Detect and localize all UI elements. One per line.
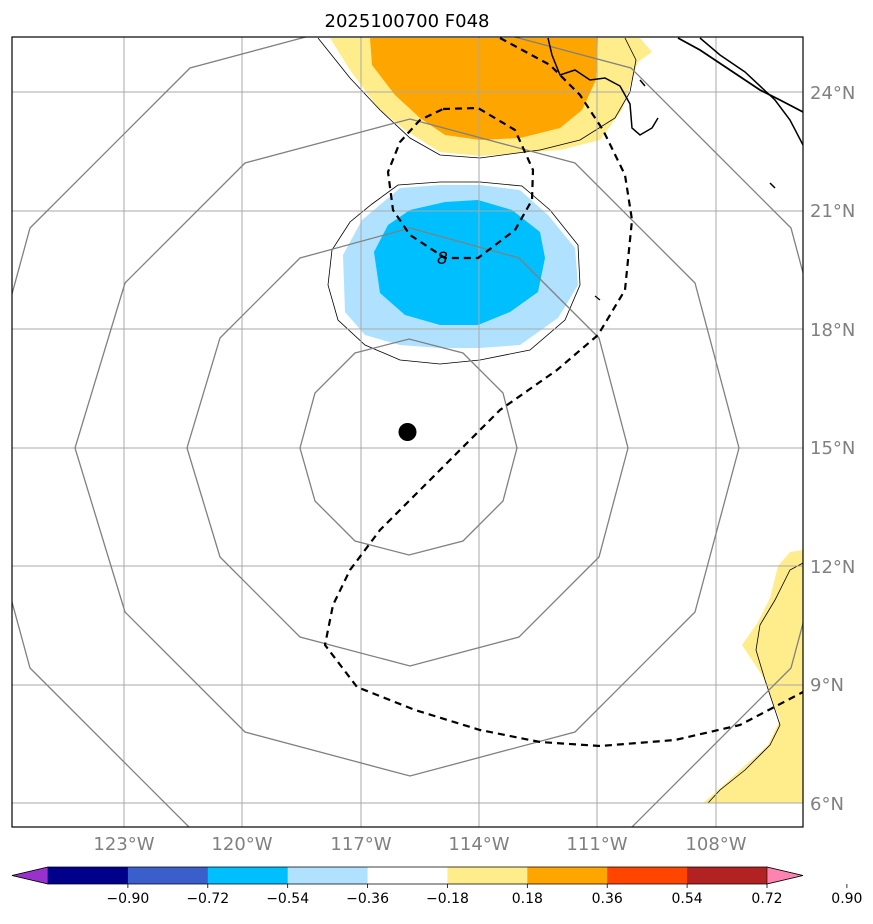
chart-title: 2025100700 F048 <box>325 11 490 32</box>
colorbar-tick-label: −0.72 <box>186 891 229 907</box>
coastline <box>547 37 803 301</box>
map-area: 8 <box>12 37 803 827</box>
colorbar-bin <box>207 867 289 884</box>
island-3 <box>594 295 601 301</box>
lat-tick-label: 9°N <box>810 675 844 696</box>
colorbar-bin <box>367 867 448 884</box>
lon-tick-label: 111°W <box>566 834 627 855</box>
colorbar-extend-low <box>11 866 49 885</box>
contour-label-8: 8 <box>437 249 448 269</box>
negative-anomaly <box>327 181 581 365</box>
lon-tick-label: 120°W <box>211 834 272 855</box>
range-ring-1 <box>299 338 518 556</box>
colorbar-tick-label: 0.54 <box>672 891 703 907</box>
lon-tick-labels: 123°W 120°W 117°W 114°W 111°W 108°W <box>93 834 746 855</box>
colorbar-tick-label: −0.54 <box>266 891 309 907</box>
colorbar-bin <box>687 867 768 884</box>
colorbar-tick-label: −0.36 <box>346 891 389 907</box>
colorbar-bin <box>607 867 688 884</box>
coastline-mainland <box>677 37 803 113</box>
lon-tick-label: 117°W <box>330 834 391 855</box>
lon-tick-label: 123°W <box>93 834 154 855</box>
island-2 <box>769 182 776 189</box>
colorbar: −0.90 −0.72 −0.54 −0.36 −0.18 0.18 0.36 0.54 0.7… <box>11 866 862 907</box>
colorbar-tick-label: 0.90 <box>831 891 862 907</box>
range-rings <box>12 37 803 827</box>
range-ring-2 <box>186 227 629 667</box>
map-frame <box>11 36 804 828</box>
lon-tick-label: 108°W <box>685 834 746 855</box>
dashed-contour-loop <box>386 106 535 260</box>
colorbar-bin <box>447 867 528 884</box>
anomaly-fill-neg-0-36 <box>374 200 545 325</box>
coastline-baja <box>547 37 659 136</box>
colorbar-bin <box>287 867 368 884</box>
anomaly-fill-0-36-north <box>370 38 598 140</box>
colorbar-bin <box>127 867 209 884</box>
range-ring-4 <box>12 37 803 827</box>
lat-tick-label: 18°N <box>810 320 855 341</box>
lat-tick-label: 12°N <box>810 557 855 578</box>
anomaly-contour-neg <box>327 181 581 365</box>
colorbar-tick-label: 0.72 <box>751 891 782 907</box>
colorbar-tick-label: −0.90 <box>106 891 149 907</box>
lat-tick-label: 21°N <box>810 201 855 222</box>
range-ring-3 <box>74 118 740 777</box>
lat-tick-labels: 6°N 9°N 12°N 15°N 18°N 21°N 24°N <box>810 83 855 815</box>
lat-tick-label: 24°N <box>810 83 855 104</box>
gridlines <box>12 37 803 827</box>
positive-anomaly-north <box>317 37 652 159</box>
colorbar-bin <box>527 867 608 884</box>
storm-center-marker <box>398 423 417 441</box>
lon-tick-label: 114°W <box>448 834 509 855</box>
anomaly-fill-0-18-southeast <box>703 550 803 803</box>
island-1 <box>639 79 646 87</box>
colorbar-extend-high <box>766 866 804 885</box>
colorbar-outline <box>11 866 804 885</box>
positive-anomaly-southeast <box>703 550 803 804</box>
colorbar-tick-label: 0.18 <box>512 891 543 907</box>
lat-tick-label: 6°N <box>810 794 844 815</box>
anomaly-contour-north <box>317 37 637 159</box>
colorbar-tick-label: 0.36 <box>592 891 623 907</box>
colorbar-bin <box>48 867 129 884</box>
colorbar-tick-label: −0.18 <box>426 891 469 907</box>
anomaly-contour-southeast <box>707 562 803 804</box>
lat-tick-label: 15°N <box>810 438 855 459</box>
coastline-mainland-inner <box>699 37 803 146</box>
dashed-contour <box>323 37 803 748</box>
